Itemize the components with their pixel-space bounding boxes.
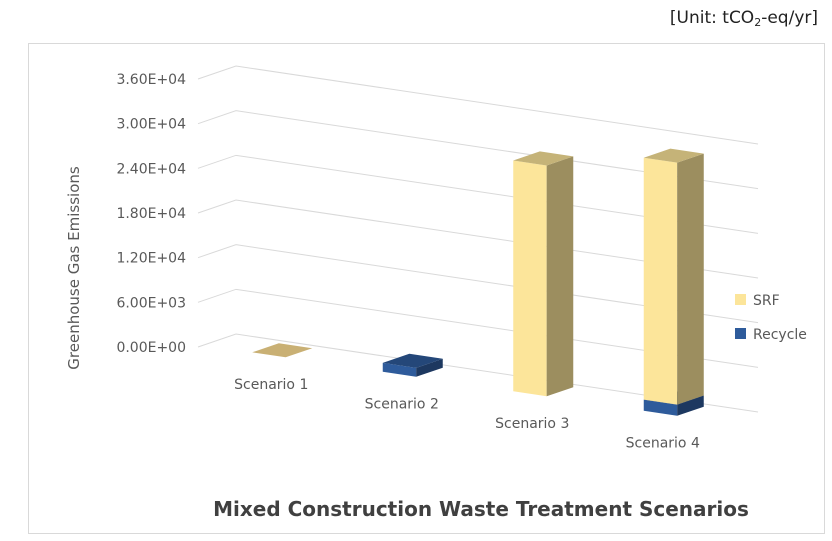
bar-top-face <box>252 343 313 358</box>
grid-line <box>197 244 759 324</box>
bar-segment <box>643 148 704 405</box>
grid-line <box>197 333 759 413</box>
y-tick-label: 1.80E+04 <box>116 206 186 222</box>
bar-side-face <box>677 395 704 416</box>
legend-swatch <box>735 328 746 339</box>
y-tick-label: 0.00E+00 <box>116 340 186 356</box>
category-label: Scenario 1 <box>234 377 308 393</box>
bar-front-face <box>643 399 678 416</box>
grid-line <box>197 288 759 368</box>
legend-label: Recycle <box>753 327 807 343</box>
y-axis-title: Greenhouse Gas Emissions <box>65 166 83 370</box>
grid-line <box>197 65 759 145</box>
bar-segment <box>382 353 443 377</box>
bar-side-face <box>416 358 443 377</box>
category-label: Scenario 4 <box>626 435 700 451</box>
y-tick-label: 2.40E+04 <box>116 161 186 177</box>
y-tick-label: 3.00E+04 <box>116 117 186 133</box>
y-tick-label: 6.00E+03 <box>116 295 186 311</box>
y-tick-labels: 0.00E+00 6.00E+03 1.20E+04 1.80E+04 2.40E+04… <box>116 72 186 356</box>
category-labels: Scenario 1 Scenario 2 Scenario 3 Scenario 4 <box>234 377 700 452</box>
legend-item: Recycle <box>735 327 807 343</box>
bar-side-face <box>677 153 704 405</box>
bar-top-face <box>643 148 704 163</box>
grid-line <box>197 110 759 190</box>
bar-top-face <box>382 353 443 368</box>
chart-frame <box>28 43 825 534</box>
bar-front-face <box>643 157 678 405</box>
bar-side-face <box>546 156 574 397</box>
bar-front-face <box>382 362 417 377</box>
unit-label: [Unit: tCO2-eq/yr] <box>669 8 818 29</box>
category-label: Scenario 3 <box>495 416 569 432</box>
bar-segment <box>513 151 574 397</box>
category-label: Scenario 2 <box>365 396 439 412</box>
y-tick-label: 3.60E+04 <box>116 72 186 88</box>
grid-lines <box>197 65 759 413</box>
legend-label: SRF <box>753 293 780 309</box>
legend-item: SRF <box>735 293 780 309</box>
bar-segment <box>252 343 313 358</box>
bar-top-face <box>513 151 574 166</box>
bars <box>252 148 704 416</box>
y-tick-label: 1.20E+04 <box>116 251 186 267</box>
grid-line <box>197 154 759 234</box>
legend: SRF Recycle <box>735 293 807 343</box>
legend-swatch <box>735 294 746 305</box>
bar-front-face <box>513 160 547 397</box>
x-axis-title: Mixed Construction Waste Treatment Scena… <box>213 497 749 521</box>
grid-line <box>197 199 759 279</box>
